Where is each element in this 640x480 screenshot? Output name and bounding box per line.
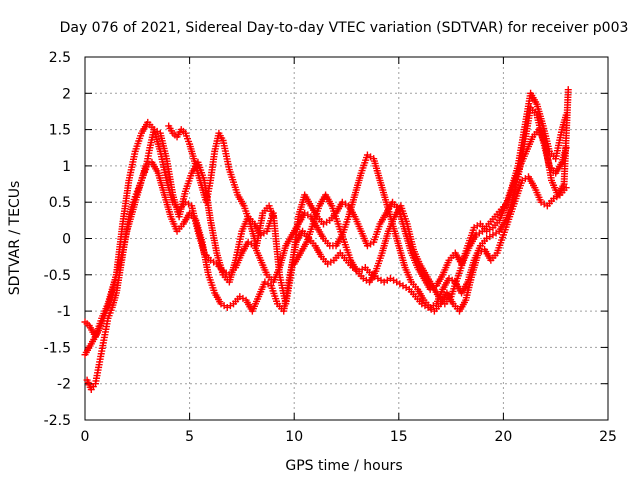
x-tick-label: 20 [494, 429, 512, 445]
y-tick-label: -1.5 [44, 340, 71, 356]
ticks: 0 5 10 15 20 25 -2.5 -2 -1.5 -1 -0.5 0 0.5 1 1.5 2 2.5 [44, 50, 617, 445]
grid [85, 57, 608, 420]
y-tick-label: 2 [62, 86, 71, 102]
y-tick-label: -2 [57, 377, 71, 393]
x-tick-label: 15 [390, 429, 408, 445]
y-axis-label: SDTVAR / TECUs [7, 181, 23, 296]
data-point [562, 184, 570, 192]
data-points [81, 86, 572, 394]
chart-title: Day 076 of 2021, Sidereal Day-to-day VTE… [60, 20, 629, 36]
x-tick-label: 25 [599, 429, 617, 445]
y-tick-label: -2.5 [44, 413, 71, 429]
y-tick-label: -0.5 [44, 268, 71, 284]
x-tick-label: 5 [185, 429, 194, 445]
y-tick-label: 0.5 [49, 195, 71, 211]
x-tick-label: 10 [285, 429, 303, 445]
data-point [269, 213, 277, 221]
x-axis-label: GPS time / hours [285, 458, 402, 474]
y-tick-label: 0 [62, 232, 71, 248]
data-point [564, 86, 572, 94]
x-tick-label: 0 [81, 429, 90, 445]
y-tick-label: -1 [57, 304, 71, 320]
y-tick-label: 1 [62, 159, 71, 175]
y-tick-label: 1.5 [49, 123, 71, 139]
y-tick-label: 2.5 [49, 50, 71, 66]
